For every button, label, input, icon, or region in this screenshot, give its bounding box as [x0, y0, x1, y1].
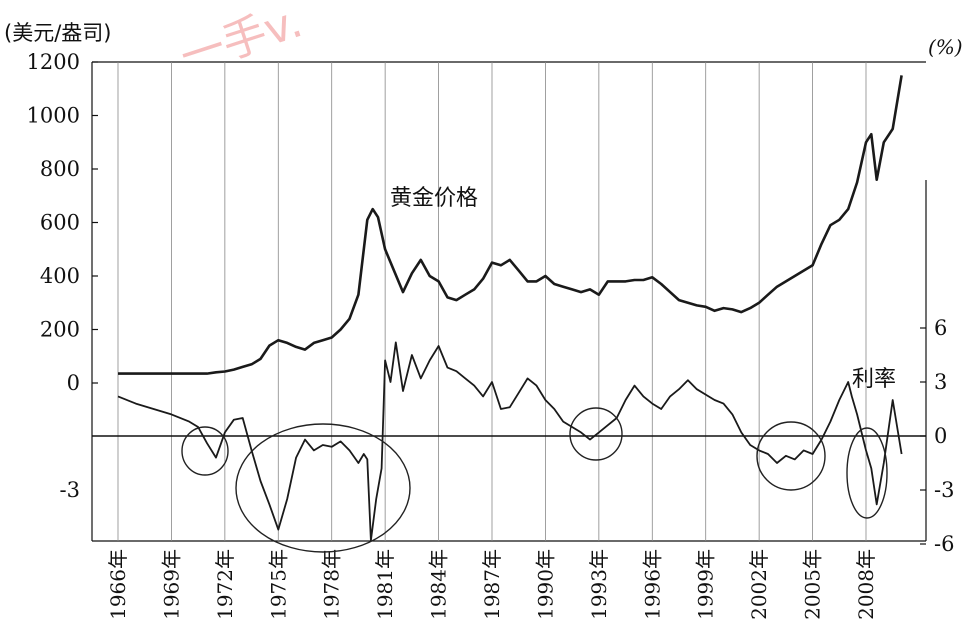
highlight-1993	[569, 407, 623, 461]
highlight-1971	[181, 426, 229, 476]
series-lines	[117, 75, 903, 542]
x-tick-label: 1975年	[266, 549, 290, 620]
rate-annotation: 利率	[852, 367, 896, 392]
x-tick-label: 1999年	[694, 549, 718, 620]
x-tick-label: 1981年	[373, 549, 397, 620]
right-axis-unit: (%)	[928, 35, 963, 59]
right-axis: -6 -3 0 3 6	[920, 180, 954, 556]
vertical-grid	[117, 62, 867, 541]
highlight-2003-2005	[756, 421, 826, 491]
right-tick-label: -6	[934, 532, 954, 556]
left-tick-label: 800	[40, 157, 80, 181]
x-tick-label: 1996年	[640, 549, 664, 620]
left-axis-ticks: 0 200 400 600 800 1000 1200 -3	[27, 50, 98, 502]
right-tick-label: 6	[934, 316, 947, 340]
left-tick-label: 400	[40, 264, 80, 288]
right-tick-label: 0	[934, 424, 947, 448]
x-tick-label: 1987年	[480, 549, 504, 620]
left-tick-label: 200	[40, 318, 80, 342]
highlight-2008	[846, 427, 888, 519]
gold-price-annotation: 黄金价格	[390, 186, 478, 211]
right-tick-label: 3	[934, 370, 947, 394]
highlight-1974-1980	[235, 423, 411, 553]
left-tick-label: -3	[60, 478, 80, 502]
left-tick-label: 600	[40, 211, 80, 235]
x-tick-label: 1993年	[587, 549, 611, 620]
watermark: 一手v.	[174, 0, 308, 83]
interest-rate-line	[117, 341, 903, 542]
x-tick-label: 1990年	[533, 549, 557, 620]
x-tick-label: 1966年	[106, 549, 130, 620]
x-tick-label: 1978年	[320, 549, 344, 620]
x-tick-label: 1984年	[427, 549, 451, 620]
left-tick-label: 1200	[27, 50, 80, 74]
highlight-circles	[181, 407, 888, 553]
right-tick-label: -3	[934, 478, 954, 502]
x-tick-label: 2002年	[747, 549, 771, 620]
gold-price-line	[118, 75, 903, 375]
left-axis-unit: (美元/盎司)	[4, 21, 111, 45]
left-tick-label: 1000	[27, 104, 80, 128]
x-tick-label: 2005年	[801, 549, 825, 620]
x-tick-label: 1972年	[213, 549, 237, 620]
x-axis-ticks: 1966年 1969年 1972年 1975年 1978年 1981年 1984年 1987年…	[106, 549, 878, 620]
x-tick-label: 2008年	[854, 549, 878, 620]
left-tick-label: 0	[67, 371, 80, 395]
x-tick-label: 1969年	[159, 549, 183, 620]
plot-frame	[91, 61, 926, 542]
